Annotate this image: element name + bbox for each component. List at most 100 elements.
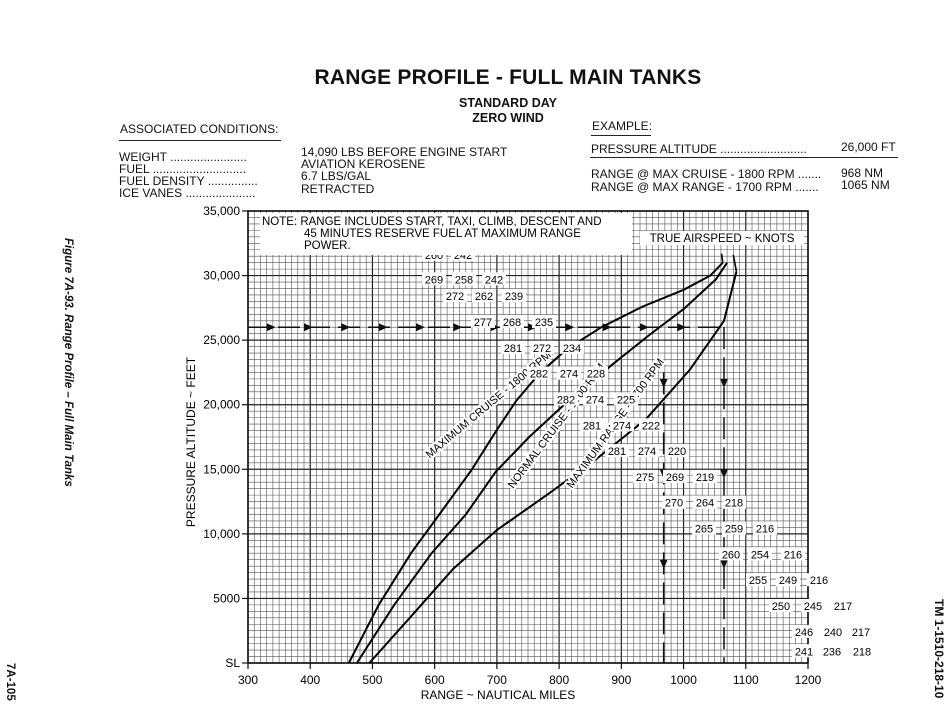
airspeed-label-text: 270 (665, 498, 683, 510)
x-tick-label: 800 (549, 673, 569, 687)
airspeed-label-bg (502, 289, 526, 303)
airspeed-label-text: 235 (535, 317, 553, 329)
chart-note-line: 45 MINUTES RESERVE FUEL AT MAXIMUM RANGE (304, 228, 581, 240)
airspeed-label-text: 275 (636, 472, 654, 484)
airspeed-label-text: 281 (608, 446, 626, 458)
airspeed-label: 241 (792, 644, 816, 658)
airspeed-label: 258 (452, 272, 476, 286)
airspeed-label-text: 264 (696, 498, 714, 510)
airspeed-label-bg (792, 624, 816, 638)
y-tick-label: 25,000 (203, 333, 240, 347)
airspeed-label: 245 (801, 599, 825, 613)
x-tick-label: 1200 (795, 673, 822, 687)
airspeed-label: 269 (422, 272, 446, 286)
chart-note-bg (260, 213, 632, 255)
chart-subtitle-standard-day: STANDARD DAY (459, 96, 557, 110)
airspeed-label-bg (776, 573, 800, 587)
airspeed-label-bg (501, 340, 525, 354)
example-arrow (565, 323, 575, 332)
airspeed-label-bg (527, 366, 551, 380)
chart-series (347, 253, 738, 664)
series-line-cap (720, 253, 724, 263)
airspeed-label-bg (801, 599, 825, 613)
airspeed-label-bg (792, 644, 816, 658)
airspeed-label-bg (807, 573, 831, 587)
airspeed-label-bg (610, 418, 634, 432)
x-tick-label: 700 (487, 673, 507, 687)
airspeed-label: 255 (746, 573, 770, 587)
airspeed-label-text: 250 (772, 601, 790, 613)
airspeed-label: 274 (635, 444, 659, 458)
example-value-max-range: 1065 NM (841, 178, 890, 192)
airspeed-label-bg (554, 392, 578, 406)
example-arrow (304, 323, 313, 332)
airspeed-label: 219 (693, 469, 717, 484)
airspeed-label: 282 (527, 366, 551, 381)
example-path (248, 323, 728, 663)
example-arrow-down (659, 559, 668, 569)
plot-border (247, 210, 809, 664)
airspeed-label-bg (443, 289, 467, 303)
airspeed-label-text: 217 (852, 627, 870, 639)
y-tick-label: 5000 (213, 591, 240, 605)
airspeed-label-text: 216 (756, 524, 774, 536)
y-tick-label: SL (225, 656, 240, 670)
chart-subtitle-zero-wind: ZERO WIND (472, 111, 544, 125)
x-tick-label: 300 (238, 673, 258, 687)
airspeed-label-text: 282 (557, 394, 575, 406)
airspeed-label-bg (530, 340, 554, 354)
airspeed-label: 236 (820, 644, 844, 658)
airspeed-label-bg (821, 624, 845, 638)
airspeed-label-bg (722, 495, 746, 509)
airspeed-label-bg (583, 392, 607, 406)
condition-label-fuel-density: FUEL DENSITY ............... (119, 174, 258, 188)
airspeed-label-text: 274 (586, 394, 604, 406)
airspeed-label-text: 272 (533, 343, 551, 355)
x-tick-label: 1100 (733, 673, 759, 687)
airspeed-label: 239 (502, 289, 526, 303)
airspeed-label-text: 218 (853, 646, 871, 658)
y-tick-label: 15,000 (203, 462, 240, 476)
y-tick-label: 30,000 (203, 269, 240, 283)
airspeed-label: 269 (663, 469, 687, 484)
airspeed-label-bg (693, 469, 717, 483)
associated-conditions-rule (119, 140, 281, 141)
condition-value-weight: 14,090 LBS BEFORE ENGINE START (301, 145, 508, 159)
airspeed-label: 242 (482, 272, 506, 286)
airspeed-label-text: 255 (749, 575, 767, 587)
x-axis-label: RANGE ~ NAUTICAL MILES (421, 688, 576, 702)
airspeed-label: 250 (769, 599, 793, 613)
example-arrow-down (720, 378, 728, 388)
airspeed-label-text: 220 (668, 446, 686, 458)
example-arrow-down (720, 559, 728, 569)
airspeed-label-text: 254 (751, 549, 769, 561)
airspeed-label-bg (693, 495, 717, 509)
airspeed-label: 216 (781, 547, 805, 561)
airspeed-label-bg (422, 272, 446, 286)
airspeed-label-bg (472, 289, 496, 303)
chart-note-line: NOTE: RANGE INCLUDES START, TAXI, CLIMB,… (262, 216, 602, 228)
airspeed-label-bg (635, 444, 659, 458)
x-tick-label: 900 (611, 673, 631, 687)
example-arrow-down (659, 378, 668, 388)
airspeed-label-text: 216 (784, 549, 802, 561)
airspeed-label: 270 (662, 495, 686, 510)
airspeed-label-text: 228 (587, 369, 605, 381)
airspeed-label: 216 (807, 573, 831, 587)
chart-note-line: POWER. (304, 240, 351, 252)
airspeed-label: 217 (831, 599, 855, 613)
airspeed-label-text: 259 (725, 524, 743, 536)
example-arrow (266, 323, 276, 332)
y-tick-label: 10,000 (203, 527, 240, 541)
airspeed-label-bg (665, 444, 689, 458)
airspeed-label: 235 (532, 314, 556, 329)
airspeed-label: 268 (500, 314, 524, 329)
chart-title: RANGE PROFILE - FULL MAIN TANKS (314, 66, 702, 89)
airspeed-label: 275 (633, 469, 657, 484)
airspeed-label-bg (769, 599, 793, 613)
associated-conditions-heading: ASSOCIATED CONDITIONS: (120, 122, 279, 136)
chart-note: NOTE: RANGE INCLUDES START, TAXI, CLIMB,… (260, 213, 632, 255)
airspeed-label-bg (532, 314, 556, 328)
airspeed-label: 225 (614, 392, 638, 406)
